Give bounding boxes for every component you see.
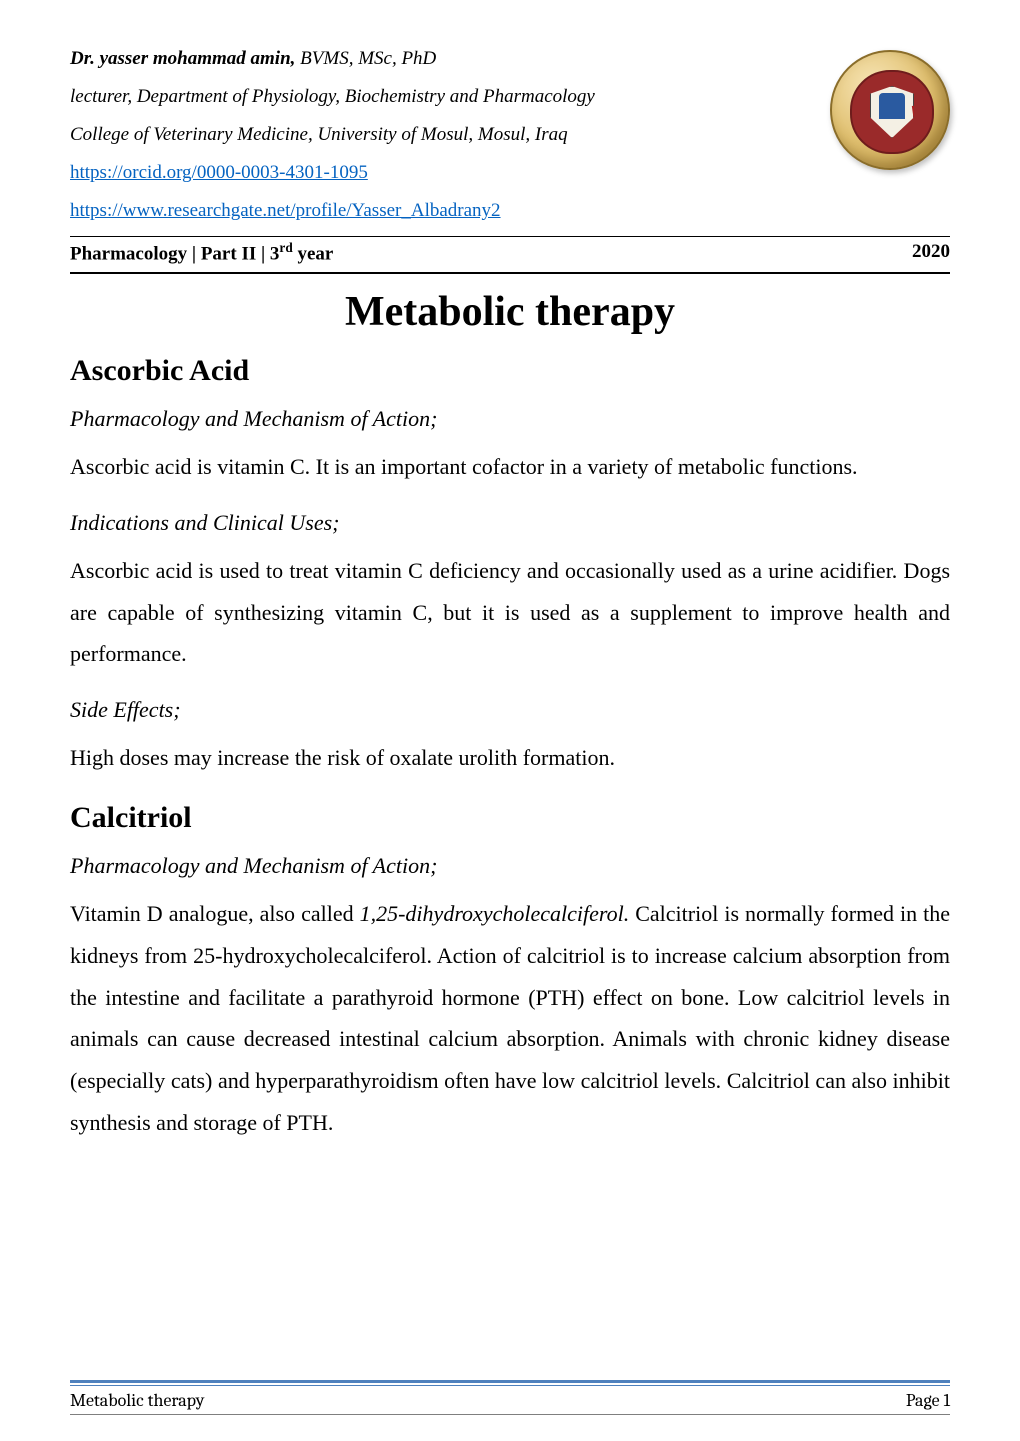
section-heading-ascorbic: Ascorbic Acid xyxy=(70,354,950,388)
course-label-prefix: Pharmacology | Part II | 3 xyxy=(70,243,279,264)
course-year: 2020 xyxy=(912,239,950,268)
footer-rule-mid xyxy=(70,1385,950,1386)
footer-rule-top xyxy=(70,1380,950,1383)
affiliation-line-1: lecturer, Department of Physiology, Bioc… xyxy=(70,78,950,116)
subsection-heading: Indications and Clinical Uses; xyxy=(70,510,950,536)
affiliation-line-2: College of Veterinary Medicine, Universi… xyxy=(70,116,950,154)
researchgate-link-line: https://www.researchgate.net/profile/Yas… xyxy=(70,192,950,230)
university-seal-icon xyxy=(830,50,950,170)
body-paragraph: Ascorbic acid is vitamin C. It is an imp… xyxy=(70,446,950,488)
document-header: Dr. yasser mohammad amin, BVMS, MSc, PhD… xyxy=(70,40,950,274)
body-paragraph: High doses may increase the risk of oxal… xyxy=(70,737,950,779)
researchgate-link[interactable]: https://www.researchgate.net/profile/Yas… xyxy=(70,200,501,221)
course-label: Pharmacology | Part II | 3rd year xyxy=(70,239,333,268)
author-line: Dr. yasser mohammad amin, BVMS, MSc, PhD xyxy=(70,40,950,78)
footer-left: Metabolic therapy xyxy=(70,1390,204,1411)
header-rule-bottom xyxy=(70,272,950,274)
author-credentials: BVMS, MSc, PhD xyxy=(295,48,436,69)
course-line: Pharmacology | Part II | 3rd year 2020 xyxy=(70,239,950,268)
subsection-heading: Side Effects; xyxy=(70,697,950,723)
course-label-suffix: year xyxy=(293,243,334,264)
author-name: Dr. yasser mohammad amin, xyxy=(70,48,295,69)
orcid-link-line: https://orcid.org/0000-0003-4301-1095 xyxy=(70,154,950,192)
subsection-heading: Pharmacology and Mechanism of Action; xyxy=(70,853,950,879)
page-footer: Metabolic therapy Page 1 xyxy=(70,1380,950,1415)
run-plain: Vitamin D analogue, also called xyxy=(70,901,360,926)
subsection-heading: Pharmacology and Mechanism of Action; xyxy=(70,406,950,432)
body-paragraph: Ascorbic acid is used to treat vitamin C… xyxy=(70,550,950,675)
header-rule-top xyxy=(70,236,950,237)
seal-shield xyxy=(870,86,914,138)
seal-ribbon xyxy=(912,104,928,124)
section-heading-calcitriol: Calcitriol xyxy=(70,801,950,835)
footer-line: Metabolic therapy Page 1 xyxy=(70,1390,950,1411)
orcid-link[interactable]: https://orcid.org/0000-0003-4301-1095 xyxy=(70,162,368,183)
seal-outer-ring xyxy=(830,50,950,170)
course-label-super: rd xyxy=(279,240,292,255)
body-paragraph-rich: Vitamin D analogue, also called 1,25-dih… xyxy=(70,893,950,1144)
run-plain: Calcitriol is normally formed in the kid… xyxy=(70,901,950,1135)
seal-inner-ring xyxy=(850,70,934,154)
page: Dr. yasser mohammad amin, BVMS, MSc, PhD… xyxy=(0,0,1020,1441)
footer-right: Page 1 xyxy=(906,1390,950,1411)
footer-rule-bottom xyxy=(70,1414,950,1415)
run-italic-term: 1,25-dihydroxycholecalciferol. xyxy=(360,901,630,926)
page-title: Metabolic therapy xyxy=(70,288,950,336)
